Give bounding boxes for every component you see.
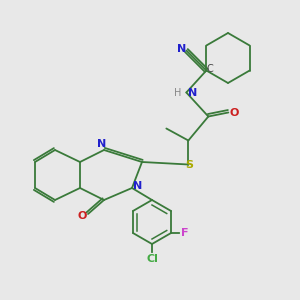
Text: N: N: [98, 139, 106, 149]
Text: N: N: [188, 88, 198, 98]
Text: S: S: [185, 160, 193, 170]
Text: N: N: [134, 181, 142, 191]
Text: H: H: [174, 88, 181, 98]
Text: Cl: Cl: [146, 254, 158, 264]
Text: F: F: [181, 228, 189, 238]
Text: C: C: [207, 64, 214, 74]
Text: O: O: [77, 211, 87, 221]
Text: N: N: [177, 44, 186, 53]
Text: O: O: [230, 107, 239, 118]
